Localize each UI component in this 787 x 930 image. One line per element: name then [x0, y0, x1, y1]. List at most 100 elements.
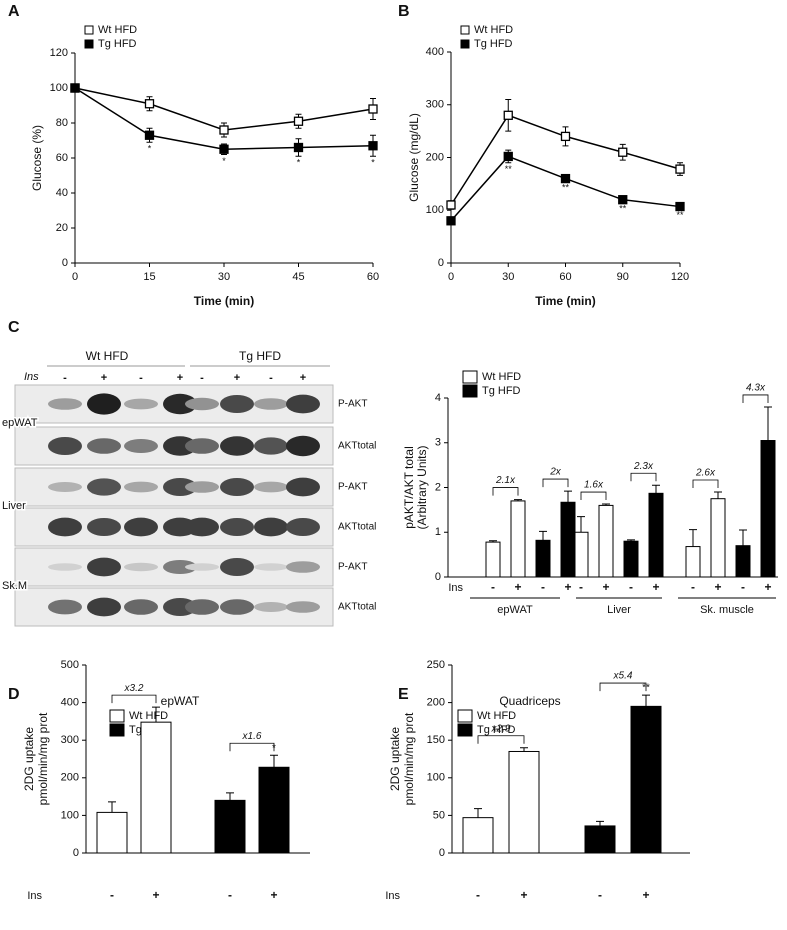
blot-band: [185, 599, 219, 615]
marker: [368, 141, 378, 151]
band-label: AKTtotal: [338, 441, 376, 452]
treatment-label: -: [491, 580, 495, 594]
lane-label: +: [234, 372, 240, 384]
band-label: P-AKT: [338, 399, 367, 410]
marker: [293, 116, 304, 126]
blot-band: [286, 435, 320, 457]
error-bar: [564, 490, 572, 503]
legend-swatch: [457, 709, 473, 723]
significance: *: [222, 156, 226, 166]
blot-band: [254, 517, 288, 537]
marker: [368, 104, 378, 114]
significance: *: [371, 158, 375, 168]
error-bar: [689, 529, 697, 547]
y-tick-label: 0: [439, 847, 445, 859]
significance: *: [148, 144, 152, 154]
blot-band: [124, 517, 158, 537]
x-tick-label: 15: [143, 271, 155, 283]
y-tick-label: 20: [56, 222, 68, 234]
fold-bracket: [542, 478, 569, 488]
y-tick-label: 0: [438, 257, 444, 269]
treatment-axis-label: Ins: [385, 890, 400, 902]
chart-title: Quadriceps: [499, 694, 560, 708]
blot-band: [48, 398, 82, 410]
x-tick-label: 120: [671, 271, 689, 283]
fold-label: x5.4: [613, 671, 633, 682]
lane-label: -: [139, 372, 143, 384]
y-tick-label: 200: [61, 772, 79, 784]
treatment-axis-label: Ins: [448, 582, 463, 594]
treatment-label: +: [514, 580, 521, 594]
blot-band: [87, 557, 121, 577]
y-tick-label: 4: [435, 392, 441, 404]
treatment-label: -: [629, 580, 633, 594]
fold-label: 4.3x: [746, 383, 766, 394]
x-tick-label: 60: [559, 271, 571, 283]
y-tick-label: 80: [56, 117, 68, 129]
bar: [510, 500, 526, 578]
error-bar: [577, 516, 585, 533]
treatment-label: +: [152, 888, 159, 902]
bar: [598, 504, 614, 578]
significance: **: [505, 164, 513, 174]
y-tick-label: 0: [73, 847, 79, 859]
y-tick-label: 100: [50, 82, 68, 94]
y-axis-label: 2DG uptake: [22, 727, 36, 791]
legend-swatch: [460, 39, 470, 49]
treatment-label: -: [541, 580, 545, 594]
y-tick-label: 100: [426, 204, 444, 216]
error-bar: [108, 801, 116, 813]
error-bar: [152, 706, 160, 723]
y-tick-label: 1: [435, 526, 441, 538]
blot-band: [163, 478, 197, 496]
marker: [219, 125, 229, 135]
blot-band: [185, 517, 219, 537]
treatment-label: +: [764, 580, 771, 594]
bar: [560, 501, 576, 578]
tissue-label: epWAT: [2, 417, 38, 429]
blot-band: [124, 481, 158, 493]
x-tick-label: 30: [502, 271, 514, 283]
panel-label: C: [8, 319, 20, 336]
tissue-label: Sk.M: [2, 580, 27, 592]
legend-label: Tg HFD: [98, 38, 137, 50]
band-label: AKTtotal: [338, 602, 376, 613]
treatment-label: -: [598, 888, 602, 902]
error-bar: [652, 484, 660, 494]
panel-label: D: [8, 686, 20, 703]
legend-swatch: [109, 709, 125, 723]
blot-band: [185, 563, 219, 571]
legend-swatch: [462, 384, 478, 398]
blot-band: [87, 438, 121, 454]
y-axis-label: Glucose (%): [30, 125, 44, 191]
treatment-axis-label: Ins: [27, 890, 42, 902]
bar: [710, 498, 726, 578]
y-axis-label: Glucose (mg/dL): [407, 113, 421, 202]
x-tick-label: 90: [617, 271, 629, 283]
bar: [462, 817, 494, 854]
y-axis-label: (Arbitrary Units): [415, 445, 429, 529]
y-tick-label: 3: [435, 437, 441, 449]
blot-band: [185, 397, 219, 411]
treatment-label: -: [691, 580, 695, 594]
treatment-label: -: [110, 888, 114, 902]
bar: [96, 811, 128, 854]
legend-label: Wt HFD: [477, 710, 516, 722]
fold-bracket: [742, 394, 769, 403]
fold-bracket: [477, 735, 525, 744]
bar: [535, 539, 551, 578]
significance: **: [562, 183, 570, 193]
y-tick-label: 0: [435, 571, 441, 583]
legend-swatch: [84, 39, 94, 49]
blot-band: [220, 395, 254, 413]
significance: **: [676, 210, 684, 220]
fold-bracket: [599, 682, 647, 692]
blot-band: [124, 398, 158, 410]
error-bar: [539, 530, 547, 541]
legend-label: Tg HFD: [477, 724, 516, 736]
fold-label: 1.6x: [584, 480, 604, 491]
marker: [675, 164, 685, 174]
fold-bracket: [692, 479, 719, 488]
bar: [508, 750, 540, 854]
blot-band: [254, 481, 288, 493]
